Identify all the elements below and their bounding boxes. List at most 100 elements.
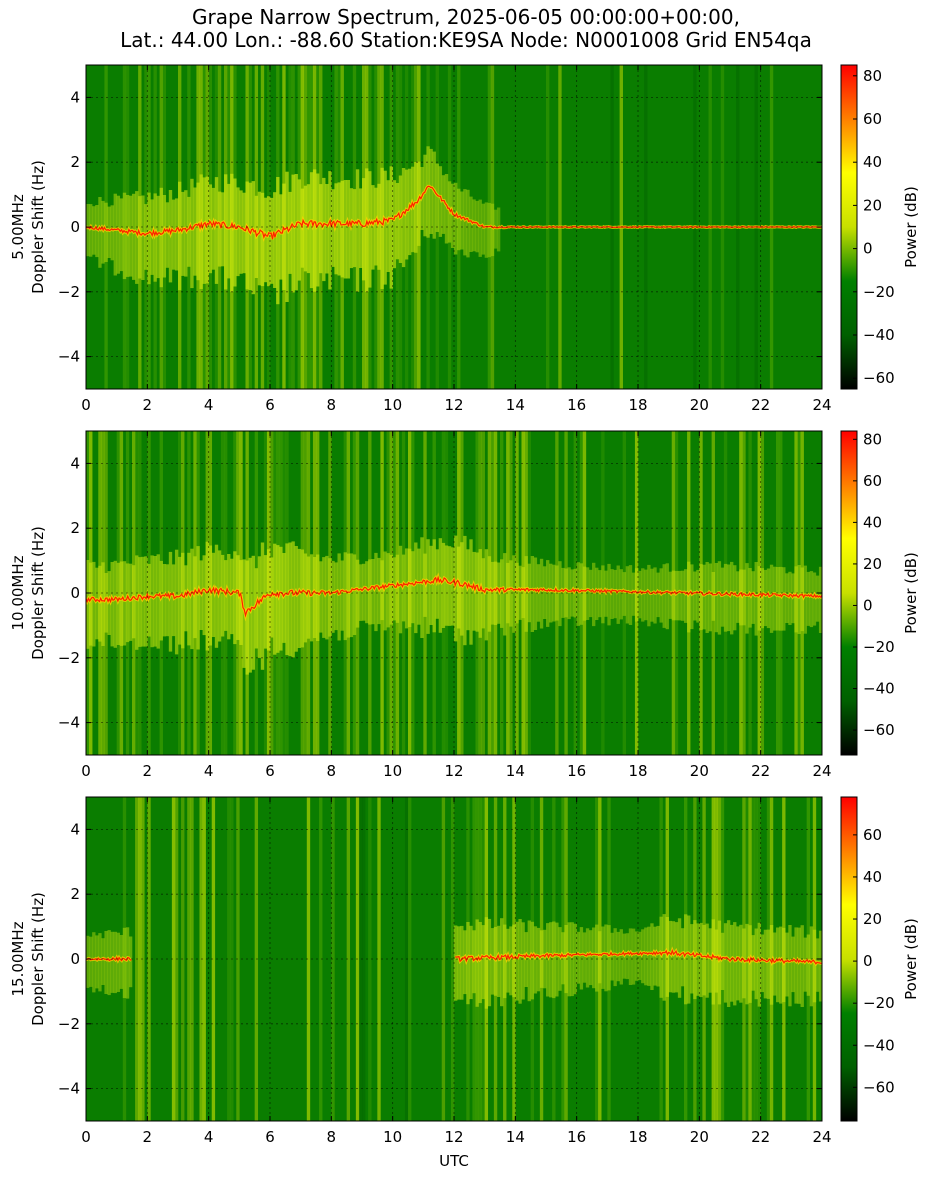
signal-halo: [785, 932, 789, 997]
signal-halo: [607, 563, 611, 626]
spectrum-streak: [552, 797, 556, 1121]
signal-halo: [484, 549, 489, 641]
y-tick-label: 2: [70, 519, 80, 537]
signal-halo: [181, 191, 185, 276]
signal-halo: [107, 571, 111, 635]
x-tick-label: 14: [506, 1128, 525, 1146]
signal-halo: [527, 563, 531, 623]
signal-halo: [650, 923, 654, 990]
signal-halo: [788, 925, 792, 1007]
signal-halo: [815, 575, 820, 622]
signal-halo: [723, 563, 728, 632]
signal-halo: [107, 206, 111, 258]
spectrum-streak: [441, 797, 446, 1121]
signal-halo: [490, 928, 495, 995]
signal-halo: [230, 558, 234, 635]
signal-halo: [536, 927, 541, 992]
y-tick-label: 0: [70, 950, 80, 968]
signal-halo: [524, 932, 528, 987]
spectrum-streak: [147, 797, 151, 1121]
signal-halo: [806, 934, 811, 996]
signal-halo: [631, 572, 636, 616]
signal-halo: [224, 174, 228, 290]
signal-halo: [613, 928, 617, 987]
signal-halo: [714, 929, 719, 993]
signal-halo: [319, 184, 323, 274]
signal-halo: [441, 542, 446, 628]
signal-halo: [549, 922, 553, 998]
signal-halo: [297, 179, 301, 281]
signal-halo: [273, 543, 277, 655]
signal-halo: [782, 567, 786, 631]
signal-halo: [708, 563, 712, 632]
signal-halo: [680, 570, 685, 621]
signal-halo: [772, 566, 777, 631]
signal-halo: [95, 935, 99, 989]
signal-halo: [720, 567, 725, 627]
x-tick-label: 24: [812, 1128, 831, 1146]
signal-halo: [270, 197, 274, 284]
signal-halo: [294, 174, 298, 291]
signal-halo: [420, 537, 424, 638]
signal-halo: [677, 918, 682, 998]
signal-halo: [362, 563, 366, 621]
x-tick-label: 18: [628, 1128, 647, 1146]
signal-halo: [530, 556, 535, 632]
signal-halo: [98, 933, 102, 992]
signal-halo: [794, 927, 798, 1004]
signal-halo: [680, 928, 685, 987]
signal-halo: [769, 564, 774, 633]
x-tick-label: 8: [327, 396, 337, 414]
signal-halo: [576, 562, 581, 626]
signal-halo: [463, 930, 467, 995]
signal-halo: [788, 571, 792, 625]
y-tick-label: −2: [58, 649, 80, 667]
colorbar-tick-label: 40: [863, 513, 882, 531]
signal-halo: [408, 168, 412, 256]
spectrum-streak: [202, 797, 206, 1121]
signal-halo: [86, 204, 90, 257]
y-tick-label: 2: [70, 153, 80, 171]
signal-halo: [423, 154, 427, 237]
signal-halo: [362, 178, 366, 281]
signal-halo: [702, 924, 706, 996]
colorbar-tick-label: 20: [863, 196, 882, 214]
signal-halo: [447, 546, 452, 626]
signal-halo: [116, 195, 121, 274]
signal-halo: [595, 567, 599, 620]
signal-halo: [316, 554, 320, 641]
colorbar-tick-label: 40: [863, 153, 882, 171]
x-tick-label: 10: [383, 762, 402, 780]
signal-halo: [702, 564, 706, 630]
signal-halo: [309, 172, 314, 289]
signal-halo: [803, 565, 807, 634]
signal-halo: [656, 925, 660, 987]
y-tick-label: −4: [58, 714, 80, 732]
signal-halo: [352, 554, 357, 635]
x-tick-label: 22: [751, 396, 770, 414]
signal-halo: [398, 545, 403, 634]
x-tick-label: 18: [628, 396, 647, 414]
signal-halo: [132, 193, 136, 280]
signal-halo: [174, 549, 179, 655]
signal-halo: [662, 564, 666, 628]
signal-halo: [325, 555, 329, 640]
signal-halo: [506, 928, 510, 993]
signal-halo: [334, 183, 338, 275]
signal-halo: [812, 929, 817, 1003]
carrier-trace: [86, 949, 822, 965]
signal-halo: [463, 189, 467, 256]
signal-halo: [101, 562, 105, 646]
x-tick-label: 0: [81, 762, 91, 780]
signal-halo: [509, 926, 513, 996]
signal-halo: [693, 571, 697, 621]
colorbar-label: Power (dB): [902, 918, 920, 1000]
spectrum-streak: [797, 431, 801, 755]
signal-halo: [809, 926, 814, 1007]
signal-halo: [567, 922, 571, 997]
spectrum-streak: [598, 797, 602, 1121]
signal-halo: [598, 931, 602, 984]
signal-halo: [582, 566, 587, 621]
signal-halo: [248, 557, 252, 673]
signal-halo: [500, 559, 504, 628]
